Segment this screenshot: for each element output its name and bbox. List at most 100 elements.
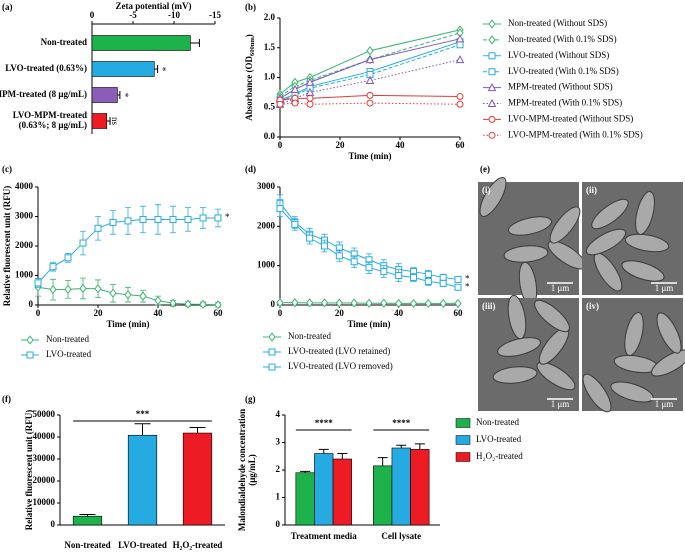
scale-label: 1 μm: [551, 283, 570, 293]
x-tick-label: Treatment media: [291, 531, 357, 541]
legend-label: LVO-treated (LVO retained): [288, 346, 390, 356]
marker: [409, 298, 418, 309]
y-axis-label: Relative fluorescent unit (RFU): [24, 410, 34, 531]
legend-swatch: [455, 452, 471, 462]
error-bar: [79, 513, 96, 517]
marker: [380, 268, 388, 276]
marker: [139, 291, 147, 301]
cell: [651, 349, 685, 377]
significance: *: [465, 281, 470, 291]
legend-label: MPM-treated (With 0.1% SDS): [508, 98, 622, 108]
y-tick-label: 50000: [33, 409, 56, 419]
bar: [72, 515, 103, 526]
marker: [64, 284, 72, 294]
marker: [439, 279, 447, 287]
y-tick-label: 2.0: [264, 12, 276, 22]
x-tick-label: 20: [335, 308, 345, 318]
marker: [424, 270, 432, 278]
category-label: (0.63%; 8 μg/mL): [19, 120, 87, 130]
panel-label: (f): [2, 394, 11, 404]
marker: [64, 254, 72, 262]
y-tick-label: 2: [276, 464, 281, 474]
y-tick-label: 20000: [33, 475, 56, 485]
marker: [410, 273, 417, 281]
marker: [154, 215, 162, 223]
legend-label: Non-treated (Without SDS): [508, 18, 607, 28]
legend-label: LVO-treated (LVO removed): [288, 361, 393, 371]
micrograph-label: (iii): [482, 301, 496, 311]
legend-label: LVO-treated: [46, 349, 92, 359]
scale-label: 1 μm: [655, 283, 674, 293]
x-tick-label: 60: [214, 308, 224, 318]
marker: [49, 285, 57, 295]
y-tick-label: 1.5: [264, 42, 276, 52]
error-bar: [377, 457, 388, 466]
series-line: [279, 32, 461, 97]
marker: [34, 279, 42, 287]
error-bar: [189, 427, 206, 434]
cell: [507, 294, 527, 340]
error-bar: [337, 453, 348, 459]
marker: [456, 41, 464, 49]
x-tick-label: 0: [278, 140, 283, 150]
legend-label: Non-treated (With 0.1% SDS): [508, 34, 617, 44]
marker: [380, 298, 388, 308]
marker: [350, 258, 358, 266]
error-bar: [396, 444, 407, 448]
significance: *: [158, 67, 168, 72]
category-label: LVO-treated (0.63%): [5, 63, 87, 73]
legend-label: Non-treated: [46, 334, 89, 344]
x-axis-label: Time (min): [348, 151, 391, 161]
marker: [109, 218, 117, 226]
marker: [109, 288, 117, 298]
scale-label: 1 μm: [551, 399, 570, 409]
legend-label: LVO-treated (Without SDS): [508, 50, 609, 60]
marker: [139, 215, 147, 223]
legend-marker: [488, 35, 496, 45]
legend-swatch: [455, 435, 471, 445]
marker: [424, 277, 432, 285]
marker: [320, 298, 329, 308]
marker: [350, 298, 358, 308]
legend-marker: [488, 115, 496, 123]
marker: [291, 298, 299, 308]
x-tick-label: 60: [454, 308, 464, 318]
bar: [91, 61, 155, 77]
legend-marker: [26, 335, 34, 345]
marker: [305, 77, 315, 86]
error-bar: [318, 448, 329, 454]
panel-label: (e): [480, 164, 490, 174]
y-axis-label: Malondialdehyde concentration: [237, 409, 247, 531]
significance: ****: [315, 418, 334, 428]
marker: [365, 55, 375, 64]
legend-marker: [26, 351, 34, 359]
marker: [321, 242, 328, 250]
series-line: [279, 102, 461, 105]
y-tick-label: 0.5: [264, 101, 276, 111]
legend-label: Non-treated: [288, 331, 331, 341]
x-tick-label: 0: [90, 10, 95, 20]
bar: [91, 35, 191, 51]
scale-label: 1 μm: [655, 399, 674, 409]
cell: [582, 373, 612, 413]
marker: [395, 298, 403, 309]
panel-label: (b): [245, 2, 256, 12]
x-tick-label: Cell lysate: [381, 531, 421, 541]
marker: [454, 275, 462, 283]
cell: [497, 337, 541, 357]
marker: [455, 34, 465, 43]
x-tick-label: 20: [94, 308, 104, 318]
marker: [306, 234, 314, 242]
marker: [79, 239, 87, 247]
significance: ****: [392, 418, 411, 428]
marker: [454, 283, 462, 291]
y-axis-label: (μg/mL): [247, 454, 257, 486]
error-bar: [117, 91, 121, 99]
error-bar: [414, 443, 425, 450]
marker: [439, 273, 447, 281]
marker: [291, 220, 299, 228]
error-bar: [154, 65, 159, 73]
cell: [503, 245, 549, 263]
marker: [94, 224, 102, 232]
